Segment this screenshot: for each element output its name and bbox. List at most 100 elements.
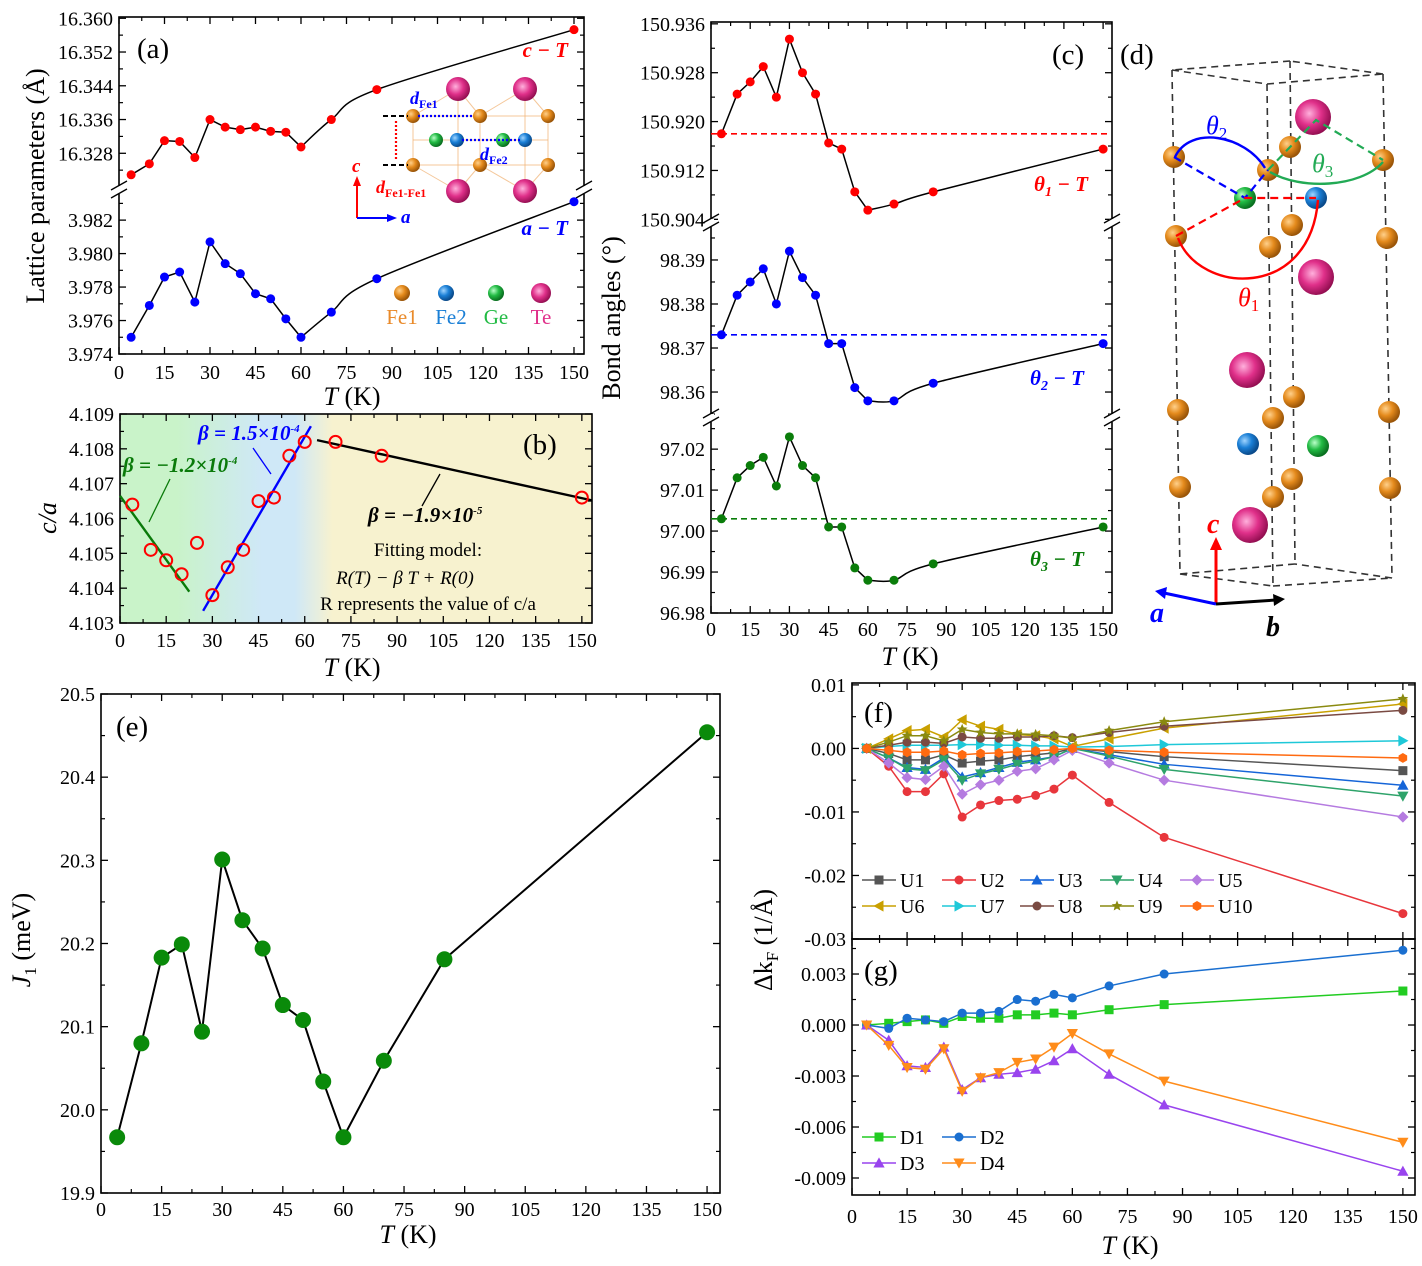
y-tick-label: 98.37: [660, 338, 705, 360]
fit-line: [202, 425, 312, 612]
plot-frame: [710, 21, 1113, 614]
x-tick-label: 75: [336, 362, 356, 384]
data-point: [1398, 909, 1408, 919]
data-point: [889, 396, 899, 406]
model-title: Fitting model:: [374, 540, 482, 561]
data-point: [771, 481, 781, 491]
data-point: [189, 535, 204, 550]
axis-break-gap: [1109, 219, 1115, 227]
x-tick-label: 60: [858, 619, 878, 641]
data-point: [1158, 774, 1170, 786]
panel-b-plot: 0 15 30 45 60 75 90 105 120 135 150 4.103 4.104 4.105…: [69, 404, 597, 652]
crystal-structure-d: [1155, 60, 1401, 606]
data-point: [884, 1023, 894, 1033]
data-point: [1067, 732, 1078, 743]
te-atom: [1298, 259, 1334, 295]
data-point: [824, 138, 834, 148]
data-point: [837, 522, 847, 532]
data-point: [902, 755, 912, 765]
fe1-atom: [406, 158, 420, 172]
data-point: [784, 246, 794, 256]
fit-label-black: β = −1.9×10-5: [367, 503, 483, 527]
data-point: [919, 773, 932, 786]
data-point: [1398, 986, 1408, 996]
xlabel-e: T (K): [379, 1220, 436, 1249]
theta3-arc: [1269, 161, 1384, 185]
data-point: [784, 34, 794, 44]
data-point: [938, 1044, 950, 1055]
data-point: [889, 199, 899, 209]
y-tick-label: 150.936: [640, 14, 705, 36]
data-point: [716, 330, 726, 340]
te-atom: [446, 77, 470, 101]
x-tick-label: 105: [422, 362, 452, 384]
data-point: [976, 800, 986, 810]
data-point: [205, 237, 215, 247]
data-point: [811, 89, 821, 99]
data-point: [919, 766, 932, 777]
legend-label: U5: [1218, 870, 1242, 892]
series-line: [720, 249, 1104, 403]
data-point: [1398, 735, 1409, 747]
series-label-theta1: θ1 − T: [1034, 172, 1089, 200]
data-point: [1048, 730, 1060, 741]
y-tick-label: 4.103: [69, 613, 114, 635]
fit-arrow-green: [148, 478, 171, 523]
xlabel-b: T (K): [323, 653, 380, 682]
data-point: [901, 772, 913, 784]
axis-break-mark: [702, 221, 720, 232]
te-atom: [1232, 507, 1268, 543]
ylabel-c: Bond angles (°): [597, 236, 626, 399]
x-tick-label: 135: [521, 630, 551, 652]
data-point: [957, 738, 968, 751]
data-point: [250, 289, 260, 299]
legend-item: U9: [1100, 896, 1162, 918]
panel-c-plot: 0 15 30 45 60 75 90 105 120 135 150 150.904 150.912 1…: [640, 14, 1121, 641]
axis-a-label: a: [1150, 598, 1164, 629]
data-point: [732, 473, 742, 483]
legend-item: U10: [1180, 896, 1252, 918]
data-point: [214, 851, 231, 868]
data-point: [928, 378, 938, 388]
legend-label: U6: [900, 896, 924, 918]
data-point: [1011, 1057, 1023, 1069]
legend-item: D1: [862, 1127, 924, 1149]
data-point: [1011, 1066, 1023, 1078]
fe1-atom: [1281, 214, 1303, 236]
data-point: [235, 125, 245, 135]
series-line: [116, 731, 708, 1140]
x-tick-label: 150: [692, 1199, 722, 1221]
data-point: [732, 89, 742, 99]
data-point: [194, 1023, 211, 1040]
x-tick-label: 0: [847, 1206, 857, 1228]
data-point: [993, 774, 1005, 786]
data-point: [758, 452, 768, 462]
data-point: [1104, 745, 1114, 756]
xlabel-a: T (K): [323, 382, 380, 411]
data-point: [153, 949, 170, 966]
data-point: [1068, 743, 1077, 754]
fit-label-green: β = −1.2×10-4: [122, 453, 238, 477]
diagram-d-labels: θ2 θ3 θ1 c a b: [1150, 111, 1333, 643]
inset-axis-a-label: a: [401, 207, 411, 228]
data-point: [1158, 716, 1170, 727]
data-point: [374, 448, 389, 463]
data-point: [266, 126, 276, 136]
data-point: [993, 1068, 1005, 1079]
data-point: [1159, 969, 1169, 979]
legend-fe1-atom: [394, 285, 410, 301]
fit-line: [119, 495, 191, 593]
x-tick-label: 75: [897, 619, 917, 641]
data-point: [1158, 1099, 1170, 1110]
data-point: [824, 339, 834, 349]
fit-annotations-b: β = 1.5×10-4 β = −1.2×10-4 β = −1.9×10-5…: [122, 421, 536, 615]
theta1-label: θ1: [1238, 283, 1259, 315]
legend-te-atom: [531, 283, 551, 303]
x-tick-label: 30: [212, 1199, 232, 1221]
data-point: [1103, 725, 1115, 736]
x-tick-label: 90: [1173, 1206, 1193, 1228]
fe1-atom: [473, 158, 487, 172]
data-point: [1103, 1068, 1115, 1079]
axis-break-mark: [110, 188, 128, 199]
data-point: [994, 739, 1005, 751]
